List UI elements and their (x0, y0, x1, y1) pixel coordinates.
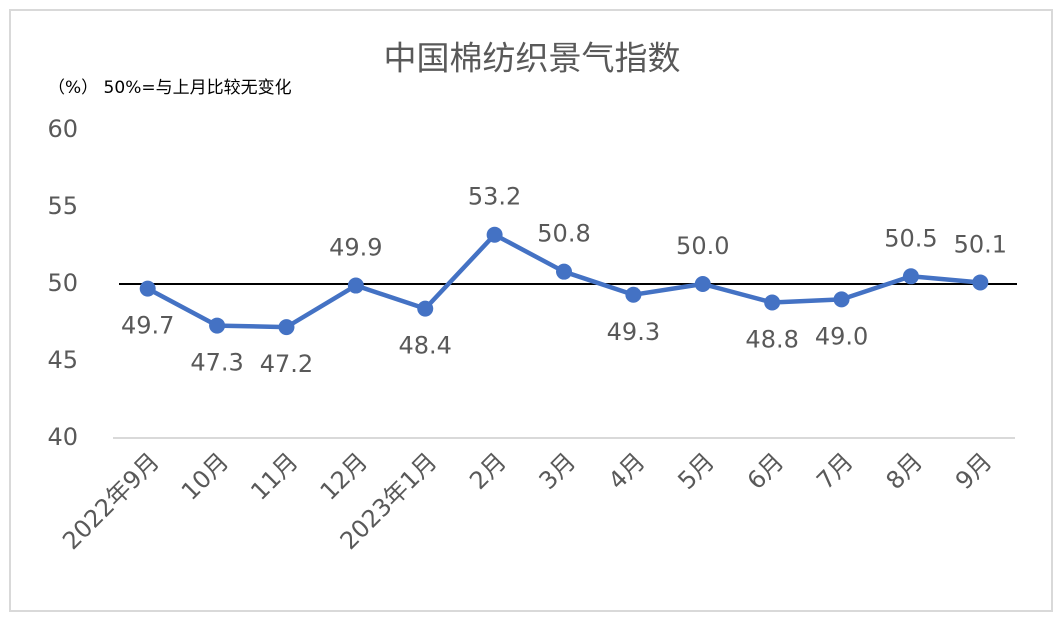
value-label: 49.0 (815, 322, 868, 350)
y-tick-label: 40 (47, 423, 78, 451)
point (209, 317, 226, 334)
point (347, 277, 364, 294)
value-label: 49.7 (121, 312, 174, 340)
value-label: 50.5 (884, 224, 937, 252)
value-label: 50.8 (537, 220, 590, 248)
value-label: 49.9 (329, 234, 382, 262)
chart-title: 中国棉纺织景气指数 (384, 39, 681, 78)
value-label: 48.8 (745, 325, 798, 353)
value-label: 47.3 (190, 349, 243, 377)
point (556, 263, 572, 280)
point (764, 294, 781, 311)
chart-border (9, 9, 1053, 612)
point (902, 268, 919, 285)
point (833, 291, 850, 308)
point (278, 319, 295, 336)
value-label: 50.0 (676, 232, 729, 260)
chart-subtitle: （%） 50%=与上月比较无变化 (48, 78, 292, 98)
point (625, 286, 642, 303)
y-tick-label: 55 (47, 192, 78, 220)
value-label: 49.3 (607, 318, 660, 346)
point (417, 300, 434, 317)
y-tick-label: 50 (47, 269, 78, 297)
y-tick-label: 60 (47, 115, 78, 143)
y-tick-label: 45 (47, 346, 78, 374)
point (139, 280, 156, 297)
value-label: 48.4 (399, 332, 452, 360)
value-label: 53.2 (468, 183, 521, 211)
value-label: 50.1 (954, 230, 1007, 258)
point (486, 226, 503, 243)
value-label: 47.2 (260, 350, 313, 378)
point (694, 276, 711, 292)
point (972, 274, 989, 291)
